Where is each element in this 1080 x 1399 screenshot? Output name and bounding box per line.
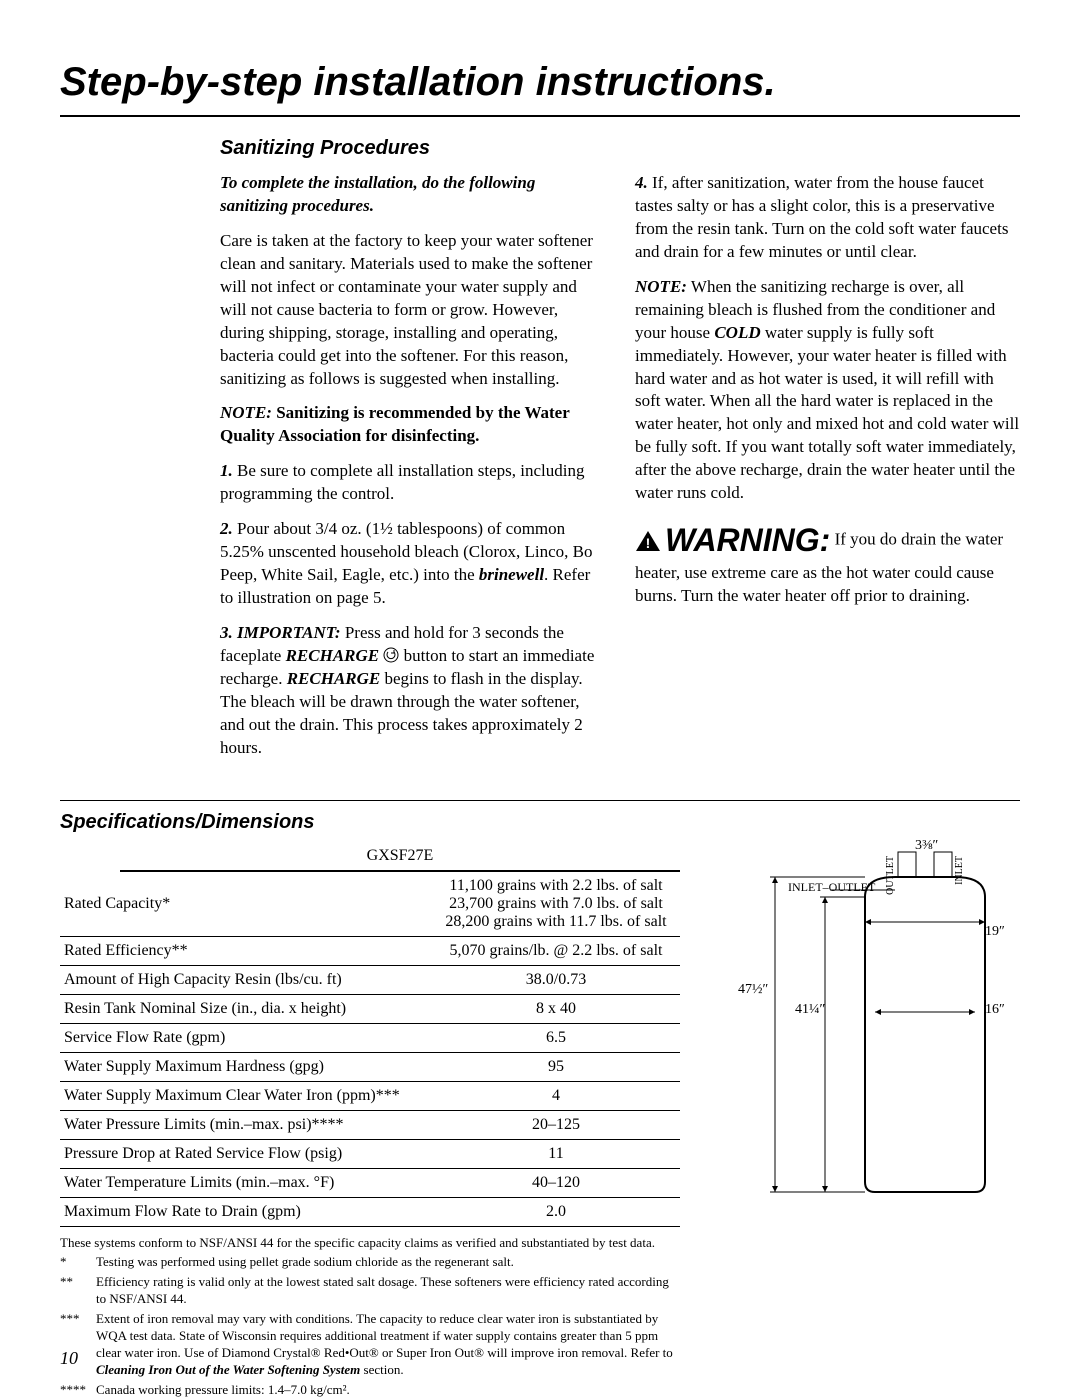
footnote-4: Canada working pressure limits: 1.4–7.0 …: [96, 1382, 350, 1399]
warning-icon: !: [635, 530, 661, 552]
inlet-label: INLET: [954, 856, 965, 885]
spec-label: Rated Capacity*: [60, 872, 432, 937]
step-2: 2. Pour about 3/4 oz. (1½ tablespoons) o…: [220, 518, 605, 610]
spec-table-wrap: GXSF27E Rated Capacity*11,100 grains wit…: [60, 842, 680, 1399]
note-recharge: NOTE: When the sanitizing recharge is ov…: [635, 276, 1020, 505]
footnote-2: Efficiency rating is valid only at the l…: [96, 1274, 680, 1308]
footnote-pre: These systems conform to NSF/ANSI 44 for…: [60, 1235, 680, 1252]
spec-value: 20–125: [432, 1110, 680, 1139]
spec-label: Amount of High Capacity Resin (lbs/cu. f…: [60, 965, 432, 994]
spec-label: Water Temperature Limits (min.–max. °F): [60, 1168, 432, 1197]
spec-label: Service Flow Rate (gpm): [60, 1023, 432, 1052]
footnote-1: Testing was performed using pellet grade…: [96, 1254, 514, 1271]
model-header: GXSF27E: [120, 842, 680, 871]
table-row: Water Supply Maximum Clear Water Iron (p…: [60, 1081, 680, 1110]
note-text: Sanitizing is recommended by the Water Q…: [220, 403, 569, 445]
table-row: Service Flow Rate (gpm)6.5: [60, 1023, 680, 1052]
note-label: NOTE:: [635, 277, 687, 296]
cold-label: COLD: [714, 323, 760, 342]
column-left: To complete the installation, do the fol…: [220, 172, 605, 772]
spec-value: 40–120: [432, 1168, 680, 1197]
diagram-svg: [720, 842, 1020, 1212]
table-row: Resin Tank Nominal Size (in., dia. x hei…: [60, 994, 680, 1023]
step-3: 3. IMPORTANT: Press and hold for 3 secon…: [220, 622, 605, 760]
outlet-label: OUTLET: [885, 856, 896, 895]
spec-label: Water Pressure Limits (min.–max. psi)***…: [60, 1110, 432, 1139]
intro-text: To complete the installation, do the fol…: [220, 172, 605, 218]
spec-label: Water Supply Maximum Clear Water Iron (p…: [60, 1081, 432, 1110]
spec-value: 11,100 grains with 2.2 lbs. of salt 23,7…: [432, 872, 680, 937]
section-sanitizing-heading: Sanitizing Procedures: [220, 137, 1020, 160]
spec-label: Water Supply Maximum Hardness (gpg): [60, 1052, 432, 1081]
recharge-label: RECHARGE: [287, 669, 381, 688]
dim-19: 19″: [985, 924, 1005, 940]
step-4: 4. If, after sanitization, water from th…: [635, 172, 1020, 264]
page-number: 10: [60, 1348, 78, 1369]
page-title: Step-by-step installation instructions.: [60, 60, 1020, 105]
spec-label: Maximum Flow Rate to Drain (gpm): [60, 1197, 432, 1226]
recharge-icon: [383, 647, 399, 663]
spec-value: 11: [432, 1139, 680, 1168]
table-row: Water Pressure Limits (min.–max. psi)***…: [60, 1110, 680, 1139]
inlet-outlet-label: INLET–OUTLET: [788, 880, 875, 895]
section-spec-heading: Specifications/Dimensions: [60, 811, 1020, 834]
spec-value: 95: [432, 1052, 680, 1081]
table-row: Amount of High Capacity Resin (lbs/cu. f…: [60, 965, 680, 994]
dimensions-diagram: 3⅜″ OUTLET INLET INLET–OUTLET 19″ 47½″ 4…: [720, 842, 1020, 1212]
table-row: Maximum Flow Rate to Drain (gpm)2.0: [60, 1197, 680, 1226]
spec-area: GXSF27E Rated Capacity*11,100 grains wit…: [60, 842, 1020, 1399]
title-rule: [60, 115, 1020, 117]
dim-41: 41¼″: [795, 1002, 825, 1018]
spec-value: 2.0: [432, 1197, 680, 1226]
step-1: 1. Be sure to complete all installation …: [220, 460, 605, 506]
step-num: 4.: [635, 173, 648, 192]
table-row: Pressure Drop at Rated Service Flow (psi…: [60, 1139, 680, 1168]
note-label: NOTE:: [220, 403, 272, 422]
step-text: If, after sanitization, water from the h…: [635, 173, 1008, 261]
brinewell: brinewell: [479, 565, 544, 584]
warning-label: WARNING:: [665, 522, 830, 558]
two-column-body: To complete the installation, do the fol…: [220, 172, 1020, 772]
dim-16: 16″: [985, 1002, 1005, 1018]
note-text: water supply is fully soft immediately. …: [635, 323, 1019, 503]
important-label: IMPORTANT:: [233, 623, 341, 642]
table-row: Rated Capacity*11,100 grains with 2.2 lb…: [60, 872, 680, 937]
spec-label: Rated Efficiency**: [60, 936, 432, 965]
spec-value: 6.5: [432, 1023, 680, 1052]
spec-label: Resin Tank Nominal Size (in., dia. x hei…: [60, 994, 432, 1023]
warning-paragraph: !WARNING: If you do drain the water heat…: [635, 519, 1020, 608]
table-row: Rated Efficiency**5,070 grains/lb. @ 2.2…: [60, 936, 680, 965]
spec-rows: Rated Capacity*11,100 grains with 2.2 lb…: [60, 872, 680, 1227]
spec-value: 4: [432, 1081, 680, 1110]
para-care: Care is taken at the factory to keep you…: [220, 230, 605, 391]
step-text: Be sure to complete all installation ste…: [220, 461, 585, 503]
step-num: 2.: [220, 519, 233, 538]
step-num: 1.: [220, 461, 233, 480]
table-head: GXSF27E: [60, 842, 680, 871]
footnote-3: Extent of iron removal may vary with con…: [96, 1311, 680, 1379]
column-right: 4. If, after sanitization, water from th…: [635, 172, 1020, 772]
spec-table: GXSF27E: [60, 842, 680, 872]
note-sanitizing: NOTE: Sanitizing is recommended by the W…: [220, 402, 605, 448]
spec-label: Pressure Drop at Rated Service Flow (psi…: [60, 1139, 432, 1168]
step-num: 3.: [220, 623, 233, 642]
spec-value: 5,070 grains/lb. @ 2.2 lbs. of salt: [432, 936, 680, 965]
section-rule: [60, 800, 1020, 801]
table-row: Water Supply Maximum Hardness (gpg)95: [60, 1052, 680, 1081]
spec-value: 8 x 40: [432, 994, 680, 1023]
footnotes: These systems conform to NSF/ANSI 44 for…: [60, 1235, 680, 1399]
dim-top: 3⅜″: [915, 838, 938, 854]
svg-text:!: !: [646, 535, 651, 551]
spec-value: 38.0/0.73: [432, 965, 680, 994]
table-row: Water Temperature Limits (min.–max. °F)4…: [60, 1168, 680, 1197]
recharge-label: RECHARGE: [286, 646, 380, 665]
dim-47: 47½″: [738, 982, 768, 998]
